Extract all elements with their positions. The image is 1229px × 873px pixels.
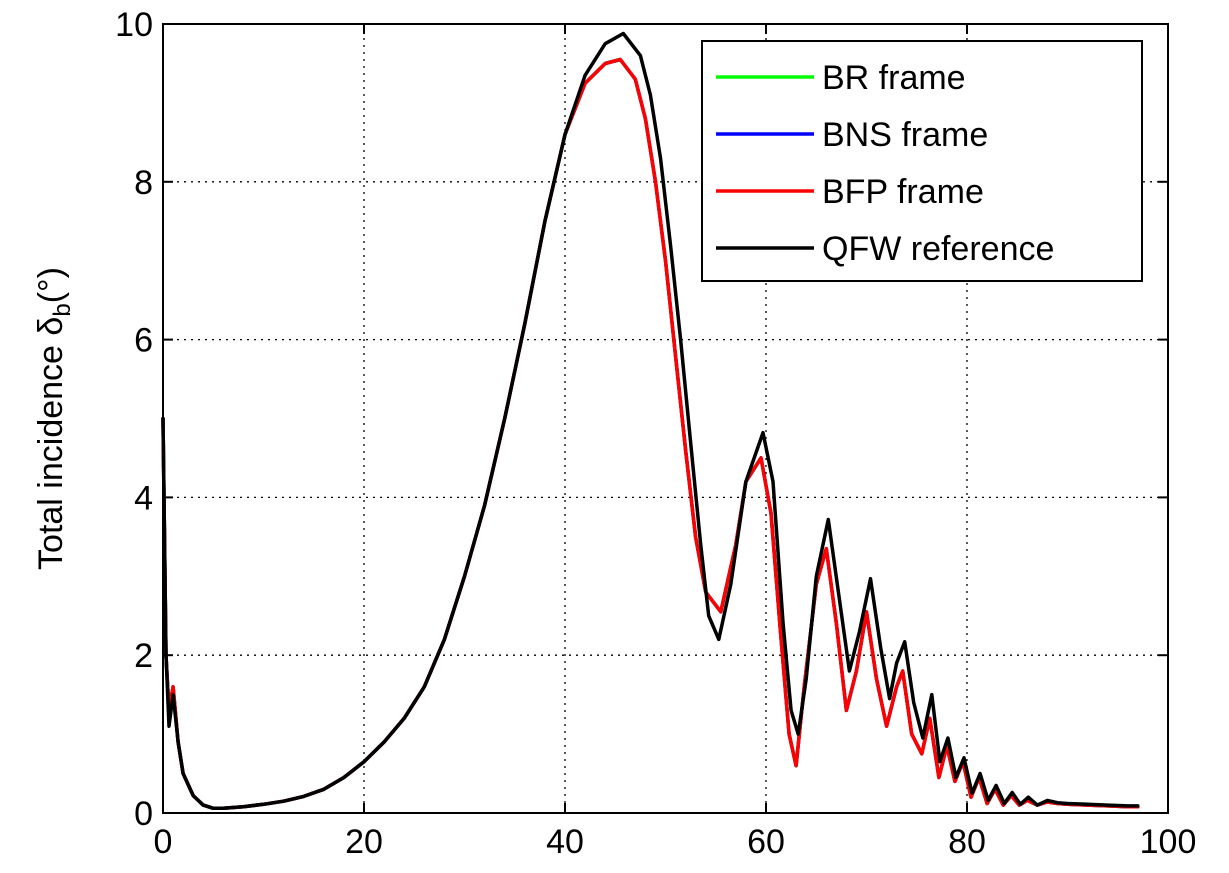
legend-label-bfp-frame: BFP frame [822, 173, 984, 211]
y-axis-label-unit: (°) [32, 267, 70, 303]
y-tick-label: 6 [134, 322, 153, 360]
y-axis-label-symbol: δ [32, 317, 70, 336]
legend-box [701, 40, 1143, 282]
x-tick-label: 40 [546, 823, 584, 861]
legend-label-bns-frame: BNS frame [822, 116, 988, 154]
series-line-qfw-reference [161, 31, 1140, 811]
y-tick-label: 0 [134, 795, 153, 833]
y-tick-label: 8 [134, 164, 153, 202]
axis-ticks: 0 20 40 60 80 100 0 2 4 6 8 10 [115, 6, 1196, 861]
legend-label-br-frame: BR frame [822, 59, 966, 97]
x-tick-label: 80 [948, 823, 986, 861]
legend-label-qfw-reference: QFW reference [822, 230, 1054, 268]
x-tick-label: 20 [345, 823, 383, 861]
y-tick-label: 2 [134, 637, 153, 675]
x-tick-label: 0 [154, 823, 173, 861]
y-tick-label: 10 [115, 6, 153, 44]
plot-area-frame [162, 23, 1169, 814]
y-axis-label: Total incidence δb(°) [32, 267, 76, 570]
y-axis-label-main: Total incidence [32, 336, 70, 570]
legend: BR frame BNS frame BFP frame QFW reference [701, 40, 1143, 282]
y-axis-label-subscript: b [49, 303, 76, 316]
x-tick-label: 100 [1140, 823, 1197, 861]
series-lines [161, 31, 1140, 811]
y-tick-label: 4 [134, 479, 153, 517]
y-axis-label-text: Total incidence δb(°) [32, 267, 76, 570]
x-tick-label: 60 [747, 823, 785, 861]
